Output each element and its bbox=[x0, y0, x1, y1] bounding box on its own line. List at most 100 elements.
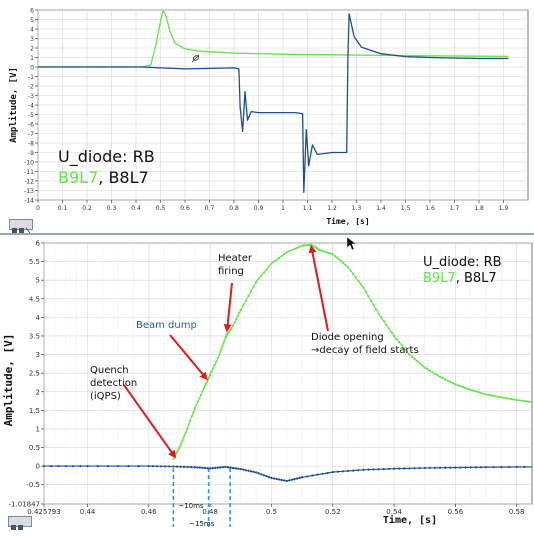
x-tick-label: 1 bbox=[281, 205, 285, 212]
chart-panel-bottom: 0.425793 0.44 0.46 0.48 0.5 0.52 0.54 0.56 0.58 … bbox=[0, 235, 534, 530]
x-tick-label: 0.46 bbox=[141, 508, 157, 516]
series-point-b9l7 bbox=[523, 399, 526, 403]
annotation-diode-line2: →decay of field starts bbox=[311, 345, 419, 356]
series-point-b8l7 bbox=[216, 466, 219, 469]
series-point-b9l7 bbox=[215, 360, 218, 363]
series-point-b9l7 bbox=[459, 385, 462, 388]
series-point-b9l7 bbox=[278, 256, 281, 259]
series-point-b8l7 bbox=[252, 470, 255, 473]
arrow-beam-dump bbox=[169, 334, 208, 381]
series-point-b8l7 bbox=[262, 474, 265, 477]
series-point-b9l7 bbox=[232, 324, 235, 327]
series-point-b8l7 bbox=[507, 465, 511, 469]
x-tick-label: 1.9 bbox=[499, 205, 509, 212]
series-point-b8l7 bbox=[377, 468, 380, 471]
series-point-b8l7 bbox=[444, 466, 447, 469]
series-point-b9l7 bbox=[182, 436, 185, 439]
series-point-b9l7 bbox=[377, 312, 380, 315]
x-axis-label-top: Time, [s] bbox=[326, 216, 369, 226]
series-point-b8l7 bbox=[219, 466, 222, 469]
series-point-b9l7 bbox=[375, 308, 378, 311]
series-point-b8l7 bbox=[190, 466, 193, 469]
toolbar-icon-bottom[interactable] bbox=[8, 516, 32, 530]
y-tick-label: -1.01847 bbox=[9, 501, 40, 509]
series-point-b9l7 bbox=[502, 396, 506, 399]
series-point-b8l7 bbox=[392, 467, 396, 470]
series-point-b9l7 bbox=[390, 331, 393, 334]
x-tick-label: 0.8 bbox=[229, 205, 239, 212]
legend-series1-top: B9L7 bbox=[58, 168, 98, 187]
series-point-b9l7 bbox=[180, 441, 183, 444]
series-point-b9l7 bbox=[172, 457, 175, 460]
series-point-b8l7 bbox=[209, 467, 212, 470]
y-tick-label: -5 bbox=[28, 112, 34, 119]
series-point-b9l7 bbox=[415, 359, 419, 363]
series-point-b8l7 bbox=[96, 465, 99, 468]
x-tick-label: 0.4 bbox=[131, 205, 141, 212]
series-point-b9l7 bbox=[497, 395, 500, 398]
series-point-b8l7 bbox=[454, 466, 457, 469]
series-point-b9l7 bbox=[469, 388, 472, 391]
legend-series-bottom: B9L7, B8L7 bbox=[423, 271, 497, 286]
series-point-b8l7 bbox=[428, 466, 431, 470]
series-point-b9l7 bbox=[177, 448, 180, 451]
series-point-b8l7 bbox=[306, 475, 309, 478]
series-point-b8l7 bbox=[398, 467, 401, 470]
series-point-b9l7 bbox=[249, 290, 253, 293]
series-point-b8l7 bbox=[224, 465, 227, 468]
series-point-b9l7 bbox=[423, 366, 426, 369]
series-point-b8l7 bbox=[64, 465, 67, 468]
series-point-b9l7 bbox=[323, 250, 326, 253]
series-point-b9l7 bbox=[513, 398, 516, 401]
legend-sep-bottom: , bbox=[456, 271, 460, 286]
series-point-b9l7 bbox=[505, 397, 508, 400]
y-tick-label: 1.5 bbox=[29, 407, 40, 415]
series-point-b8l7 bbox=[492, 466, 495, 469]
y-tick-label: 4.5 bbox=[29, 295, 40, 303]
y-tick-label: 3.5 bbox=[29, 332, 40, 340]
series-point-b8l7 bbox=[298, 476, 301, 480]
series-point-b8l7 bbox=[244, 469, 248, 472]
series-point-b9l7 bbox=[175, 452, 178, 455]
series-point-b9l7 bbox=[461, 386, 465, 389]
series-point-b8l7 bbox=[239, 468, 242, 471]
x-tick-label: 1.4 bbox=[376, 205, 386, 212]
x-tick-label: 0 bbox=[36, 205, 40, 212]
series-point-b8l7 bbox=[352, 469, 355, 472]
y-tick-label: 5.5 bbox=[29, 258, 40, 266]
series-point-b8l7 bbox=[127, 465, 130, 468]
series-point-b8l7 bbox=[226, 466, 230, 469]
series-point-b8l7 bbox=[346, 469, 350, 473]
series-point-b9l7 bbox=[212, 367, 215, 370]
series-point-b8l7 bbox=[479, 466, 483, 469]
series-point-b9l7 bbox=[242, 304, 245, 307]
y-tick-label: 2 bbox=[30, 46, 34, 53]
series-point-b9l7 bbox=[220, 347, 223, 351]
x-axis-label-bottom: Time, [s] bbox=[383, 514, 437, 526]
series-point-b9l7 bbox=[387, 327, 391, 330]
y-tick-label: 5 bbox=[36, 277, 40, 285]
series-point-b8l7 bbox=[237, 467, 240, 470]
series-point-b8l7 bbox=[275, 477, 278, 481]
series-point-b8l7 bbox=[270, 476, 273, 480]
series-point-b9l7 bbox=[331, 253, 334, 256]
legend-series2-bottom: B8L7 bbox=[464, 271, 497, 286]
series-point-b8l7 bbox=[272, 477, 276, 480]
series-point-b9l7 bbox=[221, 345, 224, 348]
series-point-b9l7 bbox=[380, 316, 383, 319]
y-tick-label: 3 bbox=[30, 36, 34, 43]
toolbar-icon-top[interactable] bbox=[9, 219, 33, 234]
interval-label-10ms: ~10ms bbox=[178, 502, 204, 510]
series-point-b9l7 bbox=[364, 290, 368, 294]
series-point-b9l7 bbox=[216, 356, 219, 360]
x-tick-label: 1.2 bbox=[327, 205, 337, 212]
series-point-b9l7 bbox=[484, 393, 488, 396]
series-point-b9l7 bbox=[344, 263, 347, 267]
series-point-b9l7 bbox=[327, 251, 330, 255]
series-point-b8l7 bbox=[301, 476, 304, 479]
series-point-b8l7 bbox=[79, 465, 82, 468]
series-point-b9l7 bbox=[218, 353, 221, 356]
x-tick-label: 0.52 bbox=[325, 508, 341, 516]
series-point-b8l7 bbox=[449, 466, 452, 469]
series-point-b9l7 bbox=[255, 280, 258, 284]
